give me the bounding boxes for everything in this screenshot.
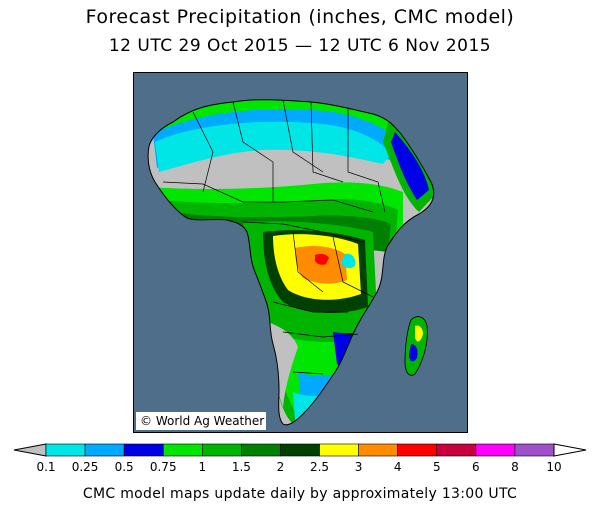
legend-swatch [475,443,516,457]
legend-swatch [397,443,438,457]
legend-label: 2.5 [310,460,329,474]
legend-swatch [123,443,164,457]
legend-bar [13,443,587,457]
legend-swatch [162,443,203,457]
legend-label: 3 [355,460,363,474]
map-title: Forecast Precipitation (inches, CMC mode… [85,6,515,28]
legend-swatch [514,443,555,457]
country-borders [162,99,386,375]
legend-high-arrow [553,443,587,457]
coastline [147,99,435,426]
forecast-period: 12 UTC 29 Oct 2015 — 12 UTC 6 Nov 2015 [108,36,492,56]
legend-label: 1 [198,460,206,474]
legend-label: 4 [394,460,402,474]
legend-label: 0.5 [115,460,134,474]
watermark: © World Ag Weather [140,414,264,428]
legend-label: 0.75 [150,460,177,474]
legend-label: 0.25 [72,460,99,474]
legend-label: 1.5 [232,460,251,474]
legend-label: 5 [433,460,441,474]
legend-label: 8 [511,460,519,474]
legend-swatch [358,443,398,457]
legend-swatch [45,443,86,457]
color-legend: 0.1 0.25 0.5 0.75 1 1.5 2 2.5 3 4 5 6 8 10 [13,443,587,474]
legend-swatch [84,443,125,457]
legend-label: 2 [277,460,285,474]
map-frame [133,72,468,433]
precipitation-map: © World Ag Weather [133,72,468,433]
legend-swatch [202,443,242,457]
watermark-box [136,412,266,430]
legend-swatch [436,443,477,457]
legend-label: 6 [472,460,480,474]
legend-labels: 0.1 0.25 0.5 0.75 1 1.5 2 2.5 3 4 5 6 8 10 [36,460,561,474]
legend-swatch [280,443,320,457]
legend-low-arrow [13,443,47,457]
legend-swatch [241,443,281,457]
update-note: CMC model maps update daily by approxima… [82,486,518,502]
legend-label: 0.1 [36,460,55,474]
legend-label: 10 [546,460,561,474]
legend-swatch [319,443,359,457]
